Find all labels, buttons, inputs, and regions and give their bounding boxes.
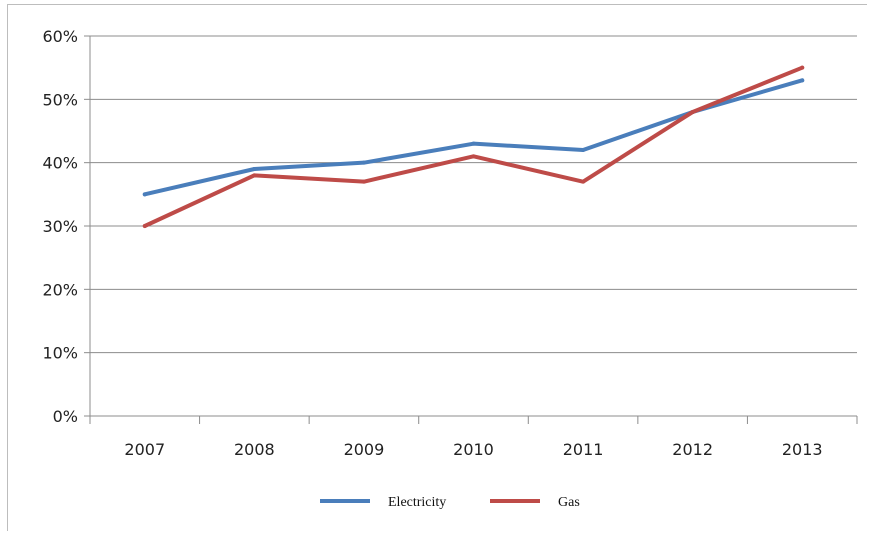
x-tick-label: 2011	[563, 440, 604, 459]
data-point-gas	[252, 173, 257, 178]
chart-frame	[7, 4, 867, 531]
data-point-electricity	[361, 160, 366, 165]
data-point-electricity	[800, 78, 805, 83]
y-tick-label: 50%	[42, 90, 78, 109]
x-tick-label: 2010	[453, 440, 494, 459]
y-axis: 0% 10% 20% 30% 40% 50% 60%	[42, 27, 91, 426]
data-point-electricity	[471, 141, 476, 146]
x-tick-label: 2007	[124, 440, 165, 459]
x-tick-label: 2012	[672, 440, 713, 459]
data-point-gas	[361, 179, 366, 184]
x-axis: 2007 2008 2009 2010 2011 2012 2013	[89, 415, 858, 459]
series-line-gas	[142, 65, 805, 228]
y-tick-label: 20%	[42, 280, 78, 299]
y-tick-label: 40%	[42, 154, 78, 173]
y-tick-label: 30%	[42, 217, 78, 236]
legend: Electricity Gas	[320, 495, 580, 510]
gridlines	[90, 35, 857, 354]
series-lines	[142, 65, 805, 228]
data-point-gas	[471, 154, 476, 159]
data-point-gas	[800, 65, 805, 70]
data-point-electricity	[581, 148, 586, 152]
data-point-gas	[581, 179, 586, 184]
data-point-gas	[142, 224, 147, 228]
x-tick-label: 2008	[234, 440, 275, 459]
data-point-electricity	[252, 167, 257, 171]
y-tick-label: 60%	[42, 27, 78, 46]
series-line-electricity	[142, 78, 805, 197]
data-point-gas	[690, 110, 695, 114]
y-tick-label: 0%	[53, 407, 78, 426]
y-tick-label: 10%	[42, 344, 78, 363]
data-point-electricity	[142, 192, 147, 197]
legend-label-gas: Gas	[558, 495, 580, 510]
x-tick-label: 2009	[344, 440, 385, 459]
x-tick-label: 2013	[782, 440, 823, 459]
legend-label-electricity: Electricity	[388, 495, 446, 510]
